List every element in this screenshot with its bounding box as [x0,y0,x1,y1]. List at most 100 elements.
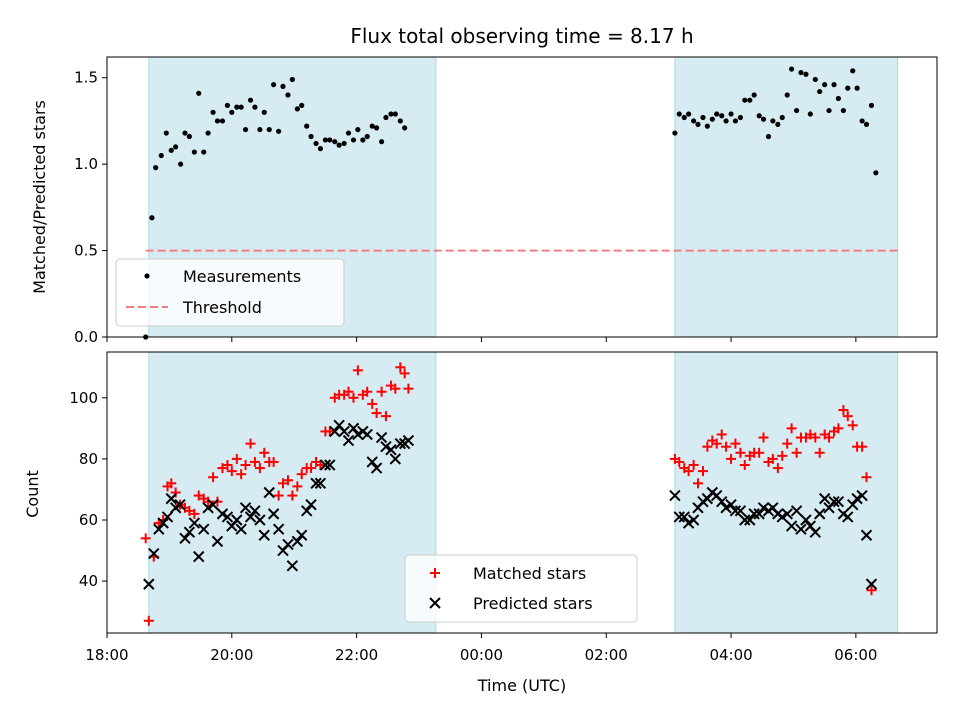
matched-star-point [390,383,401,394]
predicted-star-point [148,547,160,560]
measurement-point [234,104,240,110]
matched-star-point [782,438,793,449]
predicted-star-point [800,514,812,526]
predicted-star-stroke-b [710,489,723,502]
predicted-star-stroke-b [847,499,859,511]
predicted-star-stroke-b [231,514,243,526]
predicted-star-point [305,499,317,511]
x-tick-label: 04:00 [709,646,752,664]
x-tick-label: 06:00 [834,646,877,664]
measurement-point [173,144,179,150]
measurement-point [868,102,875,108]
matched-star-point [236,469,247,480]
predicted-star-stroke-b [333,419,345,432]
measurement-point [817,88,823,95]
matched-star-point [683,466,694,477]
predicted-star-point [165,492,177,505]
measurement-point [345,130,352,136]
measurement-point [332,139,338,145]
top-y-axis-label: Matched/Predicted stars [30,100,49,294]
matched-star-point [692,478,703,489]
predicted-star-stroke-b [748,508,760,520]
predicted-star-point [832,495,845,508]
predicted-star-stroke-b [324,459,336,471]
predicted-star-point [725,499,737,511]
measurement-point [289,76,295,83]
measurement-point [182,130,188,136]
predicted-star-stroke-b [380,440,392,453]
predicted-star-stroke-b [249,505,261,517]
matched-star-point [371,408,382,419]
measurement-point [798,69,804,76]
predicted-star-point [860,529,873,541]
measurement-point [854,85,860,91]
matched-star-point [791,447,802,458]
predicted-star-stroke-b [795,523,807,535]
predicted-star-stroke-b [347,422,360,435]
measurement-point [686,111,692,117]
measurement-point [276,128,282,134]
measurement-point [681,114,687,121]
predicted-star-stroke-b [295,529,308,541]
measurement-point [700,114,706,121]
measurement-point [392,111,398,117]
measurement-point [322,137,329,143]
measurement-point [304,123,310,129]
matched-star-point [711,438,722,449]
measurement-point [691,118,697,124]
predicted-star-point [272,523,285,535]
measurement-point [728,111,734,117]
measurement-point [676,111,682,117]
measurement-point [723,118,729,124]
predicted-star-point [286,560,299,572]
x-axis-label: Time (UTC) [477,676,566,695]
measurement-point [219,118,226,124]
predicted-star-stroke-b [856,489,868,502]
x-tick-label: 22:00 [335,646,378,664]
predicted-star-stroke-b [254,514,266,526]
measurement-point [280,83,286,89]
measurement-point [822,82,828,88]
predicted-star-point [687,514,700,526]
predicted-star-point [753,508,765,520]
matched-star-point [140,533,151,544]
predicted-star-stroke-b [865,578,878,590]
predicted-star-stroke-b [267,508,280,520]
predicted-star-stroke-b [389,453,402,465]
predicted-star-point [828,495,840,508]
predicted-star-stroke-b [342,434,355,447]
matched-star-point [170,487,181,498]
measurement-point [163,130,169,136]
chart-title: Flux total observing time = 8.17 h [350,24,693,48]
predicted-star-point [249,505,261,517]
matched-star-point [688,460,699,471]
measurement-point [835,95,841,102]
axes-frame [106,351,938,634]
predicted-star-point [338,425,350,438]
measurement-point [779,114,785,121]
predicted-star-stroke-b [394,437,407,450]
legend-matched-label: Matched stars [473,564,586,583]
matched-star-point [758,432,769,443]
top-panel: 0.0 0.5 1.0 1.5 Measurements Threshold [74,56,938,346]
measurement-point [765,133,772,140]
predicted-star-point [847,499,859,511]
measurement-point [719,113,725,119]
measurement-point [784,92,790,98]
measurement-point [355,126,361,133]
measurement-point [378,139,385,145]
predicted-star-point [310,477,322,490]
predicted-star-stroke-b [828,495,840,508]
predicted-star-point [739,514,751,526]
predicted-star-point [795,523,807,535]
measurement-point [812,76,818,83]
matched-star-point [208,472,219,483]
measurement-point [364,133,370,140]
predicted-star-stroke-b [385,444,397,456]
predicted-star-point [221,511,234,523]
measurement-point [807,111,813,117]
matched-star-point [814,447,825,458]
matched-star-point [697,466,708,477]
y-tick-label: 1.5 [74,69,98,87]
matched-star-point [838,405,849,416]
